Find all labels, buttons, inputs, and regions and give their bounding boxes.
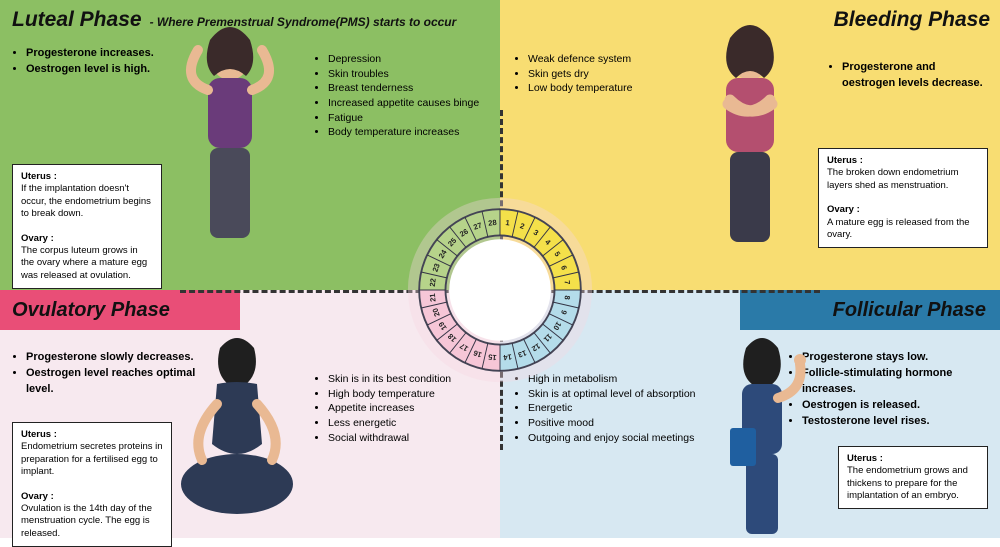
bleeding-figure: [680, 20, 820, 280]
ovary-label: Ovary :: [21, 233, 153, 245]
list-item: Energetic: [528, 401, 706, 416]
luteal-phase-panel: Luteal Phase - Where Premenstrual Syndro…: [0, 0, 500, 290]
list-item: Increased appetite causes binge: [328, 96, 496, 111]
uterus-label: Uterus :: [21, 171, 153, 183]
list-item: Body temperature increases: [328, 125, 496, 140]
list-item: Depression: [328, 52, 496, 67]
ovulatory-symptoms: Skin is in its best conditionHigh body t…: [316, 372, 496, 445]
bleeding-phase-panel: Bleeding Phase Progesterone and oestroge…: [500, 0, 1000, 290]
list-item: Skin troubles: [328, 67, 496, 82]
list-item: Fatigue: [328, 111, 496, 126]
follicular-uterus-text: The endometrium grows and thickens to pr…: [847, 465, 968, 501]
luteal-title-main: Luteal Phase: [12, 8, 142, 32]
bleeding-symptoms: Weak defence systemSkin gets dryLow body…: [516, 52, 686, 96]
list-item: Positive mood: [528, 416, 706, 431]
bleeding-hormones: Progesterone and oestrogen levels decrea…: [828, 60, 988, 92]
ovulatory-figure: [162, 334, 312, 534]
uterus-label: Uterus :: [827, 155, 979, 167]
list-item: High in metabolism: [528, 372, 706, 387]
uterus-label: Uterus :: [21, 429, 163, 441]
follicular-title-main: Follicular Phase: [833, 299, 986, 322]
bleeding-ovary-text: A mature egg is released from the ovary.: [827, 217, 970, 240]
list-item: Less energetic: [328, 416, 496, 431]
list-item: High body temperature: [328, 387, 496, 402]
list-item: Progesterone and oestrogen levels decrea…: [842, 60, 988, 92]
ovulatory-ovary-text: Ovulation is the 14th day of the menstru…: [21, 503, 152, 539]
list-item: Outgoing and enjoy social meetings: [528, 431, 706, 446]
ovulatory-title-band: Ovulatory Phase: [0, 290, 240, 330]
luteal-figure: [160, 20, 300, 280]
list-item: Breast tenderness: [328, 81, 496, 96]
list-item: Skin gets dry: [528, 67, 686, 82]
list-item: Social withdrawal: [328, 431, 496, 446]
ovary-label: Ovary :: [827, 204, 979, 216]
bleeding-title-main: Bleeding Phase: [834, 8, 990, 32]
ovary-label: Ovary :: [21, 491, 163, 503]
luteal-organ-box: Uterus : If the implantation doesn't occ…: [12, 164, 162, 289]
uterus-label: Uterus :: [847, 453, 979, 465]
follicular-symptoms: High in metabolismSkin is at optimal lev…: [516, 372, 706, 445]
ovulatory-title-main: Ovulatory Phase: [12, 299, 170, 322]
list-item: Weak defence system: [528, 52, 686, 67]
bleeding-uterus-text: The broken down endometrium layers shed …: [827, 167, 959, 190]
infographic-grid: Luteal Phase - Where Premenstrual Syndro…: [0, 0, 1000, 538]
luteal-symptoms: DepressionSkin troublesBreast tenderness…: [316, 52, 496, 140]
ovulatory-phase-panel: Ovulatory Phase Progesterone slowly decr…: [0, 290, 500, 538]
bleeding-organ-box: Uterus : The broken down endometrium lay…: [818, 148, 988, 248]
follicular-figure: [700, 334, 830, 544]
list-item: Skin is at optimal level of absorption: [528, 387, 706, 402]
luteal-uterus-text: If the implantation doesn't occur, the e…: [21, 183, 151, 219]
follicular-organ-box: Uterus : The endometrium grows and thick…: [838, 446, 988, 509]
list-item: Low body temperature: [528, 81, 686, 96]
follicular-phase-panel: Follicular Phase Progesterone stays low.…: [500, 290, 1000, 538]
ovulatory-organ-box: Uterus : Endometrium secretes proteins i…: [12, 422, 172, 547]
list-item: Skin is in its best condition: [328, 372, 496, 387]
ovulatory-uterus-text: Endometrium secretes proteins in prepara…: [21, 441, 163, 477]
follicular-title-band: Follicular Phase: [740, 290, 1000, 330]
list-item: Appetite increases: [328, 401, 496, 416]
luteal-ovary-text: The corpus luteum grows in the ovary whe…: [21, 245, 147, 281]
